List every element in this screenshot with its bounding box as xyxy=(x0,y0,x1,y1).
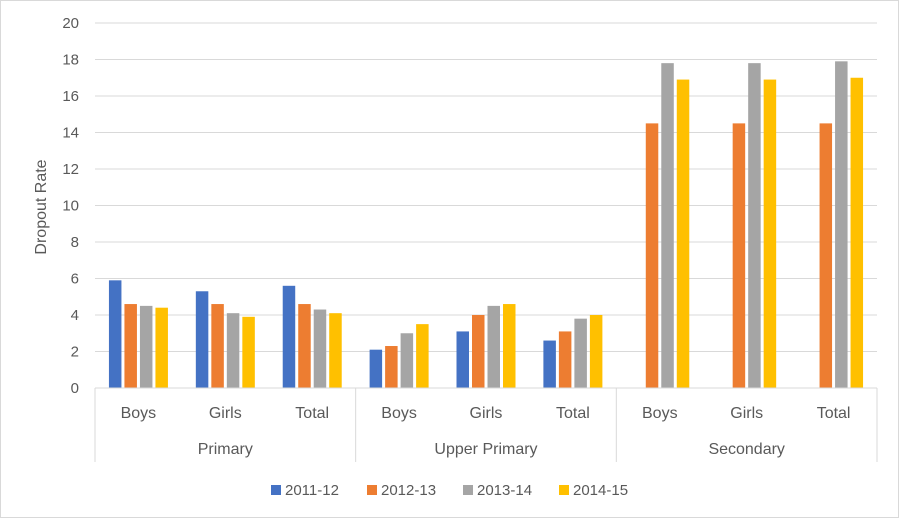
y-tick-label: 8 xyxy=(71,234,79,251)
bar-2013-14-boys xyxy=(661,63,674,389)
x-tick-label: Total xyxy=(295,405,329,422)
y-tick-label: 0 xyxy=(71,380,79,397)
group-label: Secondary xyxy=(708,441,785,458)
x-tick-label: Girls xyxy=(730,405,763,422)
y-tick-label: 10 xyxy=(62,198,79,215)
y-tick-label: 4 xyxy=(71,307,79,324)
bar-2014-15-boys xyxy=(416,324,429,389)
bar-2011-12-total xyxy=(543,340,556,388)
bar-2013-14-girls xyxy=(226,313,240,388)
bar-2014-15-total xyxy=(329,313,342,388)
bar-2013-14-total xyxy=(835,61,848,388)
bar-2013-14-boys xyxy=(139,305,153,389)
y-tick-label: 2 xyxy=(71,344,79,361)
group-label: Primary xyxy=(198,441,253,458)
y-axis-title: Dropout Rate xyxy=(33,159,50,254)
x-tick-label: Total xyxy=(817,405,851,422)
bar-2012-13-boys xyxy=(385,346,398,388)
bar-2014-15-girls xyxy=(763,79,777,388)
y-tick-label: 6 xyxy=(71,271,79,288)
bar-2011-12-boys xyxy=(108,280,122,388)
legend-swatch xyxy=(463,485,473,495)
bar-2014-15-girls xyxy=(242,316,255,388)
group-label: Upper Primary xyxy=(434,441,537,458)
y-tick-label: 12 xyxy=(62,161,79,178)
bar-2013-14-boys xyxy=(400,333,414,388)
y-tick-label: 18 xyxy=(62,52,79,69)
legend-swatch xyxy=(367,485,377,495)
legend-swatch xyxy=(559,485,569,495)
bar-2011-12-boys xyxy=(369,349,383,388)
bar-2011-12-total xyxy=(282,285,296,388)
bar-2013-14-total xyxy=(313,309,327,388)
bar-2014-15-total xyxy=(589,315,603,388)
bar-2012-13-girls xyxy=(732,123,746,389)
y-tick-label: 14 xyxy=(62,125,79,142)
bar-2013-14-girls xyxy=(748,63,761,389)
bar-2011-12-girls xyxy=(456,331,469,388)
bar-2012-13-boys xyxy=(124,304,137,388)
x-tick-label: Boys xyxy=(121,405,157,422)
bar-2014-15-boys xyxy=(155,307,168,388)
bar-2012-13-girls xyxy=(472,315,485,388)
bar-2012-13-girls xyxy=(211,304,224,388)
legend-label: 2013-14 xyxy=(477,482,532,499)
bar-2012-13-total xyxy=(819,123,833,389)
bar-2014-15-boys xyxy=(676,79,690,388)
gridlines xyxy=(95,22,877,352)
bar-2012-13-total xyxy=(558,331,572,388)
bar-2011-12-girls xyxy=(195,291,209,388)
y-tick-label: 16 xyxy=(62,88,79,105)
bar-2014-15-girls xyxy=(503,304,516,388)
bar-2012-13-total xyxy=(298,304,311,388)
x-tick-label: Boys xyxy=(642,405,678,422)
bar-2014-15-total xyxy=(850,77,864,388)
legend-label: 2014-15 xyxy=(573,482,628,499)
bar-2012-13-boys xyxy=(645,123,659,389)
x-tick-label: Total xyxy=(556,405,590,422)
bar-2013-14-girls xyxy=(487,305,500,389)
bars xyxy=(108,61,864,389)
legend-label: 2011-12 xyxy=(285,482,339,499)
legend-swatch xyxy=(271,485,281,495)
axes: 0 2 4 6 8 10 12 14 16 18 20 Boys Girls Total Boys Girls… xyxy=(62,15,878,462)
y-tick-label: 20 xyxy=(62,15,79,32)
legend-label: 2012-13 xyxy=(381,482,436,499)
x-tick-label: Boys xyxy=(381,405,417,422)
x-tick-label: Girls xyxy=(209,405,242,422)
x-tick-label: Girls xyxy=(470,405,503,422)
legend: 2011-12 2012-13 2013-14 2014-15 xyxy=(271,482,628,499)
bar-2013-14-total xyxy=(574,318,587,388)
